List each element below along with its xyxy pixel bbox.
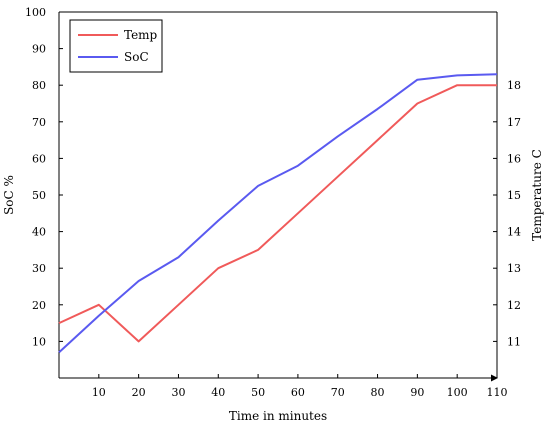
x-tick-label: 90 — [410, 386, 424, 399]
right-y-tick-label: 13 — [507, 262, 521, 275]
left-y-tick-label: 30 — [32, 262, 46, 275]
x-tick-label: 100 — [447, 386, 468, 399]
x-axis-label: Time in minutes — [229, 409, 327, 423]
x-tick-label: 20 — [132, 386, 146, 399]
legend-label-temp: Temp — [124, 28, 158, 42]
left-y-tick-label: 70 — [32, 116, 46, 129]
left-y-tick-label: 20 — [32, 299, 46, 312]
legend: Temp SoC — [69, 19, 163, 73]
right-y-tick-label: 15 — [507, 189, 521, 202]
right-y-tick-label: 14 — [507, 226, 521, 239]
right-y-tick-label: 12 — [507, 299, 521, 312]
x-axis-ticks: 10 20 30 40 50 60 70 80 90 100 110 — [92, 374, 508, 399]
x-tick-label: 60 — [291, 386, 305, 399]
series-line-temp — [58, 84, 497, 343]
left-y-tick-label: 100 — [25, 6, 46, 19]
left-y-tick-label: 50 — [32, 189, 46, 202]
left-y-axis-label: SoC % — [2, 175, 16, 215]
right-y-tick-label: 18 — [507, 79, 521, 92]
x-tick-label: 10 — [92, 386, 106, 399]
left-y-tick-label: 80 — [32, 79, 46, 92]
right-y-tick-label: 17 — [507, 116, 521, 129]
series-line-soc — [58, 73, 498, 354]
x-tick-label: 40 — [211, 386, 225, 399]
right-y-axis-label: Temperature C — [530, 149, 544, 241]
legend-label-soc: SoC — [124, 50, 149, 64]
left-y-tick-label: 60 — [32, 152, 46, 165]
series-layer — [58, 73, 498, 354]
x-tick-label: 110 — [487, 386, 508, 399]
x-tick-label: 50 — [251, 386, 265, 399]
right-y-tick-label: 16 — [507, 152, 521, 165]
left-y-tick-label: 40 — [32, 226, 46, 239]
x-tick-label: 30 — [171, 386, 185, 399]
x-axis-arrow — [491, 374, 498, 382]
x-tick-label: 70 — [331, 386, 345, 399]
left-y-tick-label: 10 — [32, 335, 46, 348]
left-y-tick-label: 90 — [32, 43, 46, 56]
x-tick-label: 80 — [371, 386, 385, 399]
right-y-tick-label: 11 — [507, 335, 521, 348]
right-y-axis-ticks: 11 12 13 14 15 16 17 18 — [493, 79, 521, 348]
legend-box — [69, 19, 163, 73]
left-y-axis-ticks: 10 20 30 40 50 60 70 80 90 100 — [25, 6, 63, 348]
